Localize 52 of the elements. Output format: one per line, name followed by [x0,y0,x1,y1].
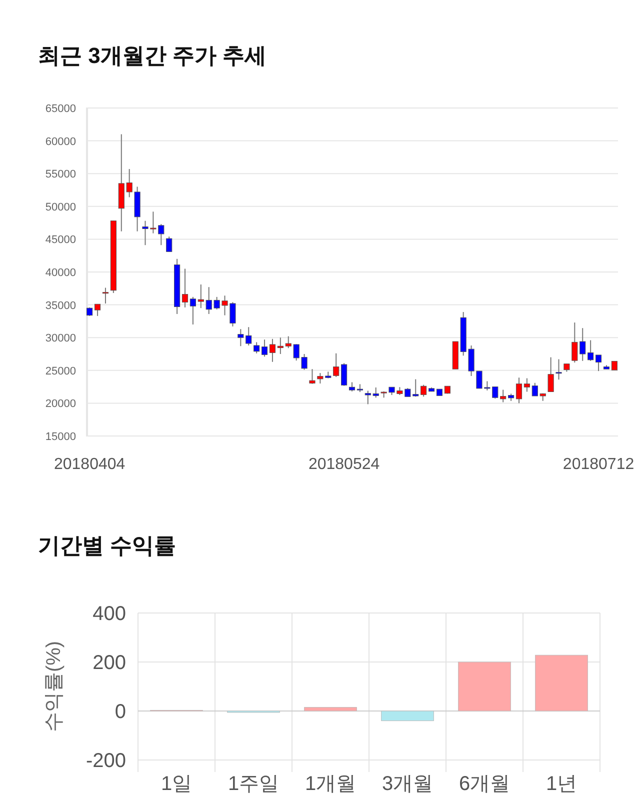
y-tick-label: 400 [92,603,126,625]
bar [381,710,434,722]
candlestick [166,236,172,252]
y-tick-label: 55000 [45,168,76,181]
candlestick [102,287,109,304]
y-tick-label: 200 [92,652,126,674]
chart-title: 기간별 수익률 [38,533,176,558]
candlestick [500,389,506,403]
candlestick [182,268,188,308]
candlestick [588,340,594,362]
y-tick-label: 15000 [45,431,76,443]
y-tick-label: 60000 [45,136,76,148]
candlestick [341,362,348,386]
x-tick-label: 20180524 [308,456,380,473]
x-tick-label: 3개월 [382,773,434,795]
candlestick [595,354,602,372]
x-tick-label: 1년 [546,773,578,795]
y-tick-label: -200 [86,750,126,772]
y-tick-label: 65000 [45,103,76,115]
y-axis-title: 수익률(%) [43,640,65,732]
candlestick [309,368,316,384]
candlestick [269,338,276,362]
x-tick-label: 6개월 [458,773,510,795]
x-tick-label: 20180712 [562,456,634,473]
candlestick [348,382,356,392]
candlestick [190,296,196,325]
y-tick-label: 0 [114,701,126,723]
y-tick-label: 50000 [45,201,76,214]
candlestick [548,356,554,392]
x-tick-label: 1개월 [304,773,356,795]
y-tick-label: 30000 [45,332,76,345]
candlestick [198,284,204,309]
x-tick-label: 20180404 [54,456,126,473]
candlestick [277,337,284,354]
y-tick-label: 40000 [45,267,76,279]
candlestick [524,378,530,392]
y-tick-label: 45000 [45,234,76,246]
x-tick-label: 1주일 [228,773,280,795]
candlestick [516,377,522,404]
candlestick [94,304,101,316]
candlestick [420,384,427,398]
candlestick [261,339,268,358]
chart-title: 최근 3개월간 주가 추세 [38,43,267,68]
bar [535,654,588,712]
bar [458,662,511,712]
candlestick [556,358,562,380]
x-tick-label: 1일 [160,773,192,795]
y-tick-label: 20000 [45,398,76,410]
y-tick-label: 25000 [45,365,76,378]
y-tick-label: 35000 [45,300,76,312]
bar [304,707,357,712]
candlestick [254,342,260,354]
